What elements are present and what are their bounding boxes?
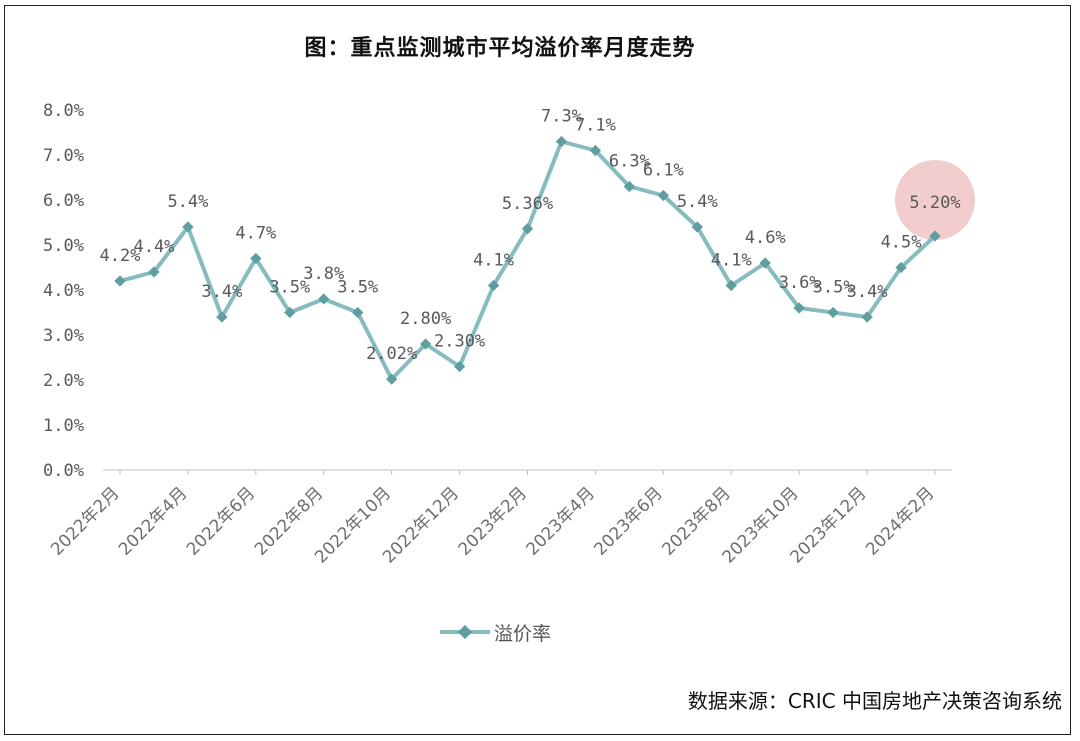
y-tick-label: 8.0% [43,101,84,121]
data-label: 4.4% [133,237,174,257]
data-point [216,311,228,323]
legend: 溢价率 [438,620,552,645]
data-point [114,275,126,287]
data-point [827,306,839,319]
y-tick-label: 3.0% [43,326,84,346]
y-tick-label: 7.0% [43,146,84,166]
data-label: 4.7% [235,224,276,244]
data-point [623,180,636,193]
data-label: 4.6% [745,228,786,248]
y-tick-label: 0.0% [43,461,84,481]
data-label: 3.5% [813,278,854,298]
data-label: 4.5% [881,233,922,253]
data-point [250,252,262,265]
data-label: 3.8% [303,264,344,284]
data-label: 6.1% [643,161,684,181]
data-label: 2.80% [400,309,451,329]
x-tick-label: 2023年2月 [455,483,531,559]
highlight-circle [895,160,975,240]
data-point [759,257,771,269]
data-point [691,221,703,233]
x-tick-label: 2024年2月 [862,483,938,559]
x-tick-label: 2023年6月 [590,483,666,559]
data-point [725,279,737,292]
legend-line-swatch [440,624,490,640]
data-label: 7.1% [575,116,616,136]
x-tick-label: 2023年4月 [523,483,599,559]
y-tick-label: 6.0% [43,191,84,211]
data-point [555,135,568,148]
data-label: 3.5% [269,278,310,298]
data-point [182,221,194,233]
data-point [589,144,602,157]
data-label: 5.4% [677,192,718,212]
data-point [318,293,330,305]
y-tick-label: 5.0% [43,236,84,256]
data-label: 5.4% [167,192,208,212]
data-point [895,261,907,274]
data-label: 2.30% [434,332,485,352]
y-tick-label: 4.0% [43,281,84,301]
y-tick-label: 1.0% [43,416,84,436]
data-point [148,266,160,278]
data-point [453,360,466,373]
y-tick-label: 2.0% [43,371,84,391]
data-point [284,306,296,319]
legend-label: 溢价率 [494,622,552,645]
data-point [386,373,398,385]
x-tick-label: 2022年4月 [115,483,191,559]
x-tick-label: 2022年2月 [47,483,123,559]
x-tick-label: 2022年6月 [183,483,259,559]
data-label: 3.5% [337,278,378,298]
data-label: 3.4% [847,282,888,302]
data-point [657,189,669,202]
data-label: 5.36% [502,194,553,214]
series-line [119,139,937,382]
data-label: 4.1% [473,251,514,271]
data-point [487,279,500,292]
data-label: 2.02% [366,344,417,364]
data-label: 3.6% [779,273,820,293]
data-label: 4.2% [100,246,141,266]
data-label: 5.20% [909,193,960,213]
data-point [929,230,941,242]
data-point [793,302,805,314]
data-point [521,223,534,235]
chart-title: 图：重点监测城市平均溢价率月度走势 [304,36,696,61]
source-note: 数据来源：CRIC 中国房地产决策咨询系统 [687,689,1062,713]
data-point [419,338,432,350]
data-label: 3.4% [201,282,242,302]
data-label: 4.1% [711,251,752,271]
data-point [861,311,873,323]
data-label: 6.3% [609,152,650,172]
data-label: 7.3% [541,107,582,127]
data-point [352,306,364,319]
chart-frame [4,5,1071,735]
